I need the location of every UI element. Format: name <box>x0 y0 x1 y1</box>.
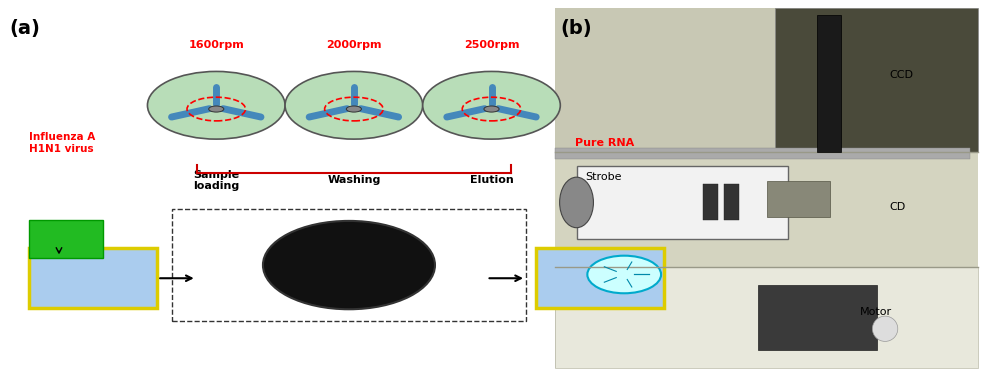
Text: Motor: Motor <box>860 307 893 317</box>
Bar <box>29 248 157 308</box>
Bar <box>758 285 877 350</box>
Bar <box>555 8 978 368</box>
Bar <box>767 181 830 217</box>
Text: CCD: CCD <box>890 70 913 80</box>
Text: Elution: Elution <box>470 176 513 185</box>
Bar <box>555 148 969 159</box>
Bar <box>703 184 719 220</box>
Text: 2000rpm: 2000rpm <box>326 40 381 50</box>
Ellipse shape <box>588 256 661 293</box>
Ellipse shape <box>423 71 560 139</box>
Text: Pure RNA: Pure RNA <box>575 138 634 148</box>
Ellipse shape <box>208 106 224 112</box>
Ellipse shape <box>484 106 499 112</box>
Ellipse shape <box>346 106 362 112</box>
Text: Strobe: Strobe <box>585 172 621 182</box>
Ellipse shape <box>262 221 434 309</box>
Bar <box>818 15 840 152</box>
Ellipse shape <box>285 71 423 139</box>
Text: 2500rpm: 2500rpm <box>464 40 519 50</box>
Ellipse shape <box>872 316 897 341</box>
Text: (b): (b) <box>560 19 592 38</box>
Text: Washing: Washing <box>327 176 380 185</box>
Bar <box>724 184 739 220</box>
Ellipse shape <box>559 177 594 228</box>
Text: Sample
loading: Sample loading <box>193 170 240 191</box>
Text: CD: CD <box>890 202 906 212</box>
Bar <box>555 152 978 267</box>
Text: 1600rpm: 1600rpm <box>189 40 244 50</box>
Text: (a): (a) <box>10 19 40 38</box>
Bar <box>555 267 978 368</box>
Text: Influenza A
H1N1 virus: Influenza A H1N1 virus <box>29 132 95 154</box>
Bar <box>776 8 978 152</box>
Ellipse shape <box>147 71 285 139</box>
Bar <box>29 220 103 258</box>
Bar <box>172 209 526 321</box>
Bar <box>536 248 664 308</box>
Bar <box>576 166 787 238</box>
